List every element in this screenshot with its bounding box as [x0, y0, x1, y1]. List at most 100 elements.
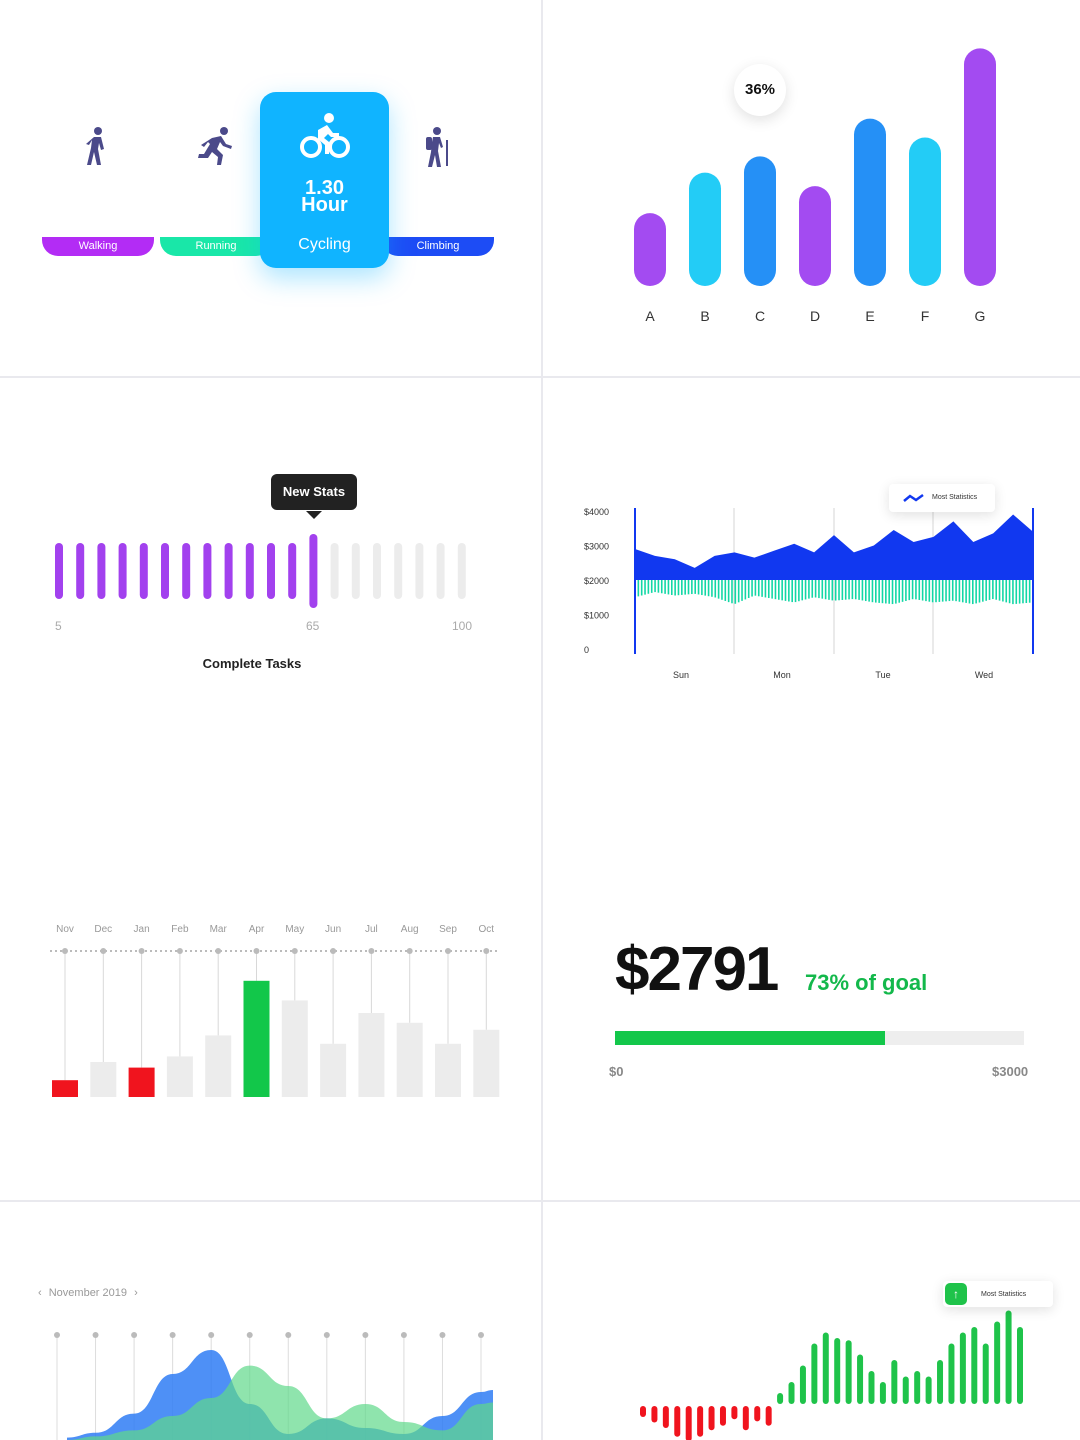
monthly-bar-chart: Nov Dec Jan Feb Mar Apr May Jun Jul Aug Sep Oct [50, 924, 500, 1097]
bar [651, 1406, 658, 1423]
goal-progress-fill [615, 1031, 885, 1045]
tick-label-current: 65 [306, 619, 320, 633]
bar [799, 1365, 806, 1404]
bar [754, 1406, 761, 1422]
grid-dot [246, 1332, 253, 1338]
progress-tick [457, 543, 466, 599]
x-tick-label: B [700, 308, 709, 324]
progress-tick [415, 543, 424, 599]
legend-pointer [937, 512, 949, 518]
card-label: Climbing [382, 237, 494, 256]
bar [708, 1406, 715, 1431]
y-tick-label: 0 [584, 645, 589, 655]
month-label: May [285, 924, 304, 935]
grid-dot [400, 1332, 407, 1338]
progress-tick [224, 543, 233, 599]
month-dot [176, 948, 183, 954]
bar [811, 1343, 818, 1404]
month-dot [215, 948, 222, 954]
month-label: Jan [134, 924, 150, 935]
area-series-2 [67, 1365, 493, 1440]
grid-dot [131, 1332, 138, 1338]
x-tick-label: Wed [975, 670, 993, 680]
progress-tick [351, 543, 360, 599]
progress-tick [161, 543, 169, 599]
overlap-area-chart [54, 1332, 493, 1440]
progress-tick [267, 543, 275, 599]
y-tick-label: $1000 [584, 611, 609, 621]
activity-card-walking[interactable]: 8.40 Hour Walking [42, 104, 154, 256]
monthly-bars-panel: Nov Dec Jan Feb Mar Apr May Jun Jul Aug Sep Oct [0, 900, 541, 1200]
activity-card-cycling[interactable]: 1.30 Hour Cycling [260, 92, 389, 268]
x-tick-label: Mon [773, 670, 791, 680]
bar [822, 1332, 829, 1404]
new-stats-tooltip: New Stats [271, 474, 357, 510]
bar-f [909, 137, 941, 286]
card-value: 3.10 [196, 177, 236, 199]
bar [857, 1354, 864, 1404]
bar [742, 1406, 749, 1431]
tooltip-pointer [306, 511, 322, 519]
progress-tick [97, 543, 106, 599]
bar-feb [166, 1056, 193, 1097]
bar-c [744, 156, 776, 286]
bar [731, 1406, 738, 1420]
card-label: Walking [42, 237, 154, 256]
progress-tick [288, 543, 297, 599]
period-label: November 2019 [48, 1287, 128, 1299]
bar-g [964, 48, 996, 287]
month-label: Mar [210, 924, 228, 935]
goal-percentage: 73% of goal [805, 970, 928, 995]
bar-jan [128, 1067, 155, 1097]
prev-period-icon[interactable]: ‹ [38, 1287, 42, 1299]
x-tick-label: G [975, 308, 986, 324]
bar [834, 1338, 841, 1404]
y-tick-label: $2000 [584, 576, 609, 586]
tick-label-max: 100 [452, 619, 473, 633]
overlap-area-panel: ‹ November 2019 › [0, 1202, 541, 1440]
month-dot [100, 948, 107, 954]
progress-tick [394, 543, 403, 599]
activity-card-climbing[interactable]: 2.25 Hour Climbing [382, 104, 494, 256]
progress-tick [245, 543, 254, 599]
bar [777, 1393, 784, 1404]
bar [788, 1382, 795, 1404]
legend-label: Most Statistics [981, 1291, 1027, 1298]
grid-dot [478, 1332, 484, 1338]
card-label: Cycling [298, 236, 351, 253]
bar-may [281, 1000, 308, 1097]
pill-bar-chart-panel: A B C D E F G 36% [543, 0, 1080, 376]
grid-dot [92, 1332, 99, 1338]
x-tick-label: F [921, 308, 930, 324]
chart-title: Complete Tasks [202, 656, 302, 671]
legend-label: Most Statistics [932, 494, 978, 501]
x-tick-label: Sun [673, 670, 689, 680]
month-label: Feb [171, 924, 189, 935]
bar [662, 1406, 669, 1428]
card-unit: Hour [192, 194, 240, 216]
month-label: Jun [325, 924, 341, 935]
bar [879, 1382, 886, 1404]
goal-progress-panel: $2791 73% of goal $0 $3000 [543, 900, 1080, 1200]
bar [685, 1406, 692, 1440]
progress-tick [436, 543, 445, 599]
activity-card-running[interactable]: 3.10 Hour Running [160, 104, 272, 256]
bar-jul [358, 1013, 385, 1097]
goal-min-label: $0 [609, 1064, 624, 1079]
card-value: 1.30 [305, 177, 344, 199]
next-period-icon[interactable]: › [134, 1287, 138, 1299]
x-tick-label: D [810, 308, 820, 324]
bar-d [799, 186, 831, 286]
month-dot [406, 948, 413, 954]
goal-progress-track [615, 1031, 1024, 1045]
card-unit: Hour [414, 194, 462, 216]
bar [971, 1327, 978, 1404]
period-nav[interactable]: ‹ November 2019 › [38, 1287, 138, 1299]
month-label: Oct [479, 924, 495, 935]
tick-progress-chart [55, 511, 466, 608]
activity-cards-panel: 8.40 Hour Walking 3.10 Hour Running 2.25 Ho… [0, 0, 541, 376]
tick-label-min: 5 [55, 619, 62, 633]
bar [948, 1343, 955, 1404]
current-tick [309, 534, 318, 608]
month-dot [330, 948, 337, 954]
